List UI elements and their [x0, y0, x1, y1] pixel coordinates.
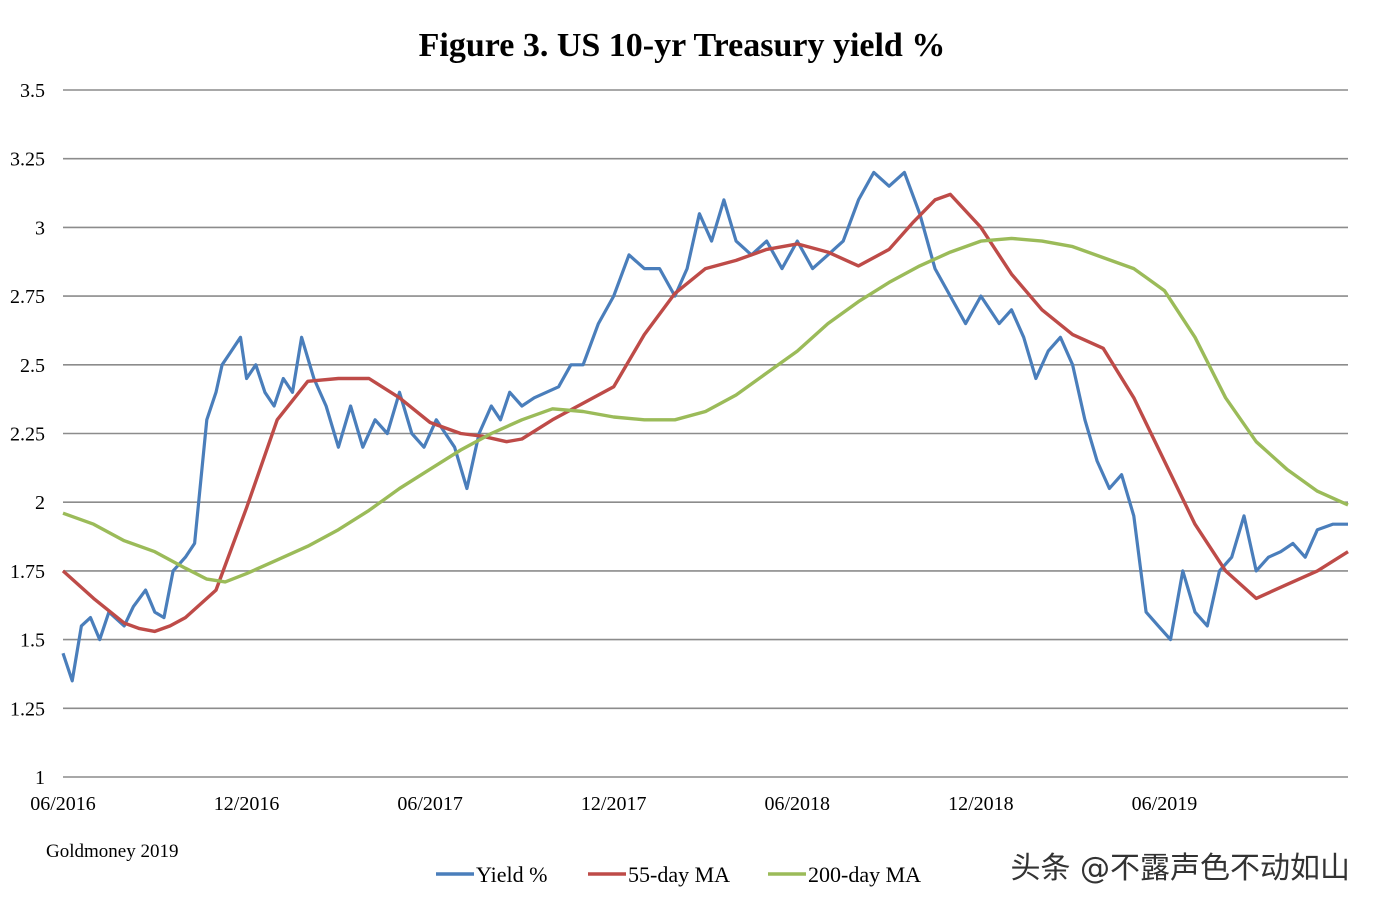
y-tick-label: 3.5	[20, 80, 45, 102]
y-tick-label: 1.75	[10, 561, 45, 583]
x-tick-label: 12/2016	[214, 793, 280, 815]
series-line-200-day-ma	[62, 236, 1349, 584]
y-tick-label: 1	[35, 767, 45, 789]
gridlines	[63, 89, 1348, 778]
series-lines	[61, 170, 1349, 683]
series-line-55-day-ma	[61, 192, 1349, 634]
y-tick-label: 2.5	[20, 355, 45, 377]
y-tick-label: 1.5	[20, 630, 45, 652]
x-tick-labels: 06/2016 12/2016 06/2017 12/2017 06/2018 12/20…	[30, 793, 1197, 815]
y-tick-label: 2.75	[10, 286, 45, 308]
series-line-yield	[61, 170, 1348, 683]
x-tick-label: 06/2018	[765, 793, 831, 815]
legend-label: 55-day MA	[628, 862, 730, 887]
y-tick-label: 3	[35, 217, 45, 239]
chart-title: Figure 3. US 10-yr Treasury yield %	[419, 27, 946, 64]
source-note: Goldmoney 2019	[46, 841, 178, 862]
y-tick-labels: 3.5 3.25 3 2.75 2.5 2.25 2 1.75 1.5 1.25 1	[10, 80, 45, 789]
x-tick-label: 06/2017	[397, 793, 463, 815]
y-tick-label: 3.25	[10, 149, 45, 171]
y-tick-label: 2.25	[10, 424, 45, 446]
x-tick-label: 12/2018	[948, 793, 1014, 815]
legend: Yield % 55-day MA 200-day MA	[436, 862, 921, 887]
x-tick-label: 06/2019	[1132, 793, 1198, 815]
legend-label: Yield %	[476, 862, 548, 887]
y-tick-label: 1.25	[10, 698, 45, 720]
x-tick-label: 12/2017	[581, 793, 647, 815]
legend-label: 200-day MA	[808, 862, 921, 887]
watermark-text: 头条 @不露声色不动如山	[1010, 851, 1350, 886]
x-tick-label: 06/2016	[30, 793, 96, 815]
y-tick-label: 2	[35, 492, 45, 514]
